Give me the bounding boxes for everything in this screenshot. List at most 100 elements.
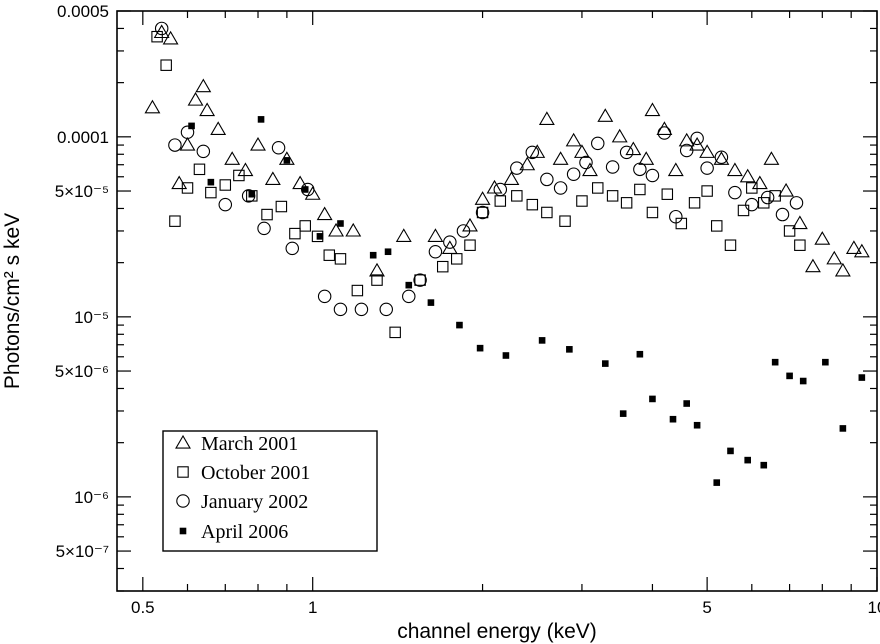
data-point [162, 30, 179, 45]
data-point [493, 182, 508, 197]
data-point [540, 172, 554, 187]
data-point [248, 190, 256, 198]
legend-marker [176, 494, 190, 508]
data-point [591, 136, 605, 151]
data-point [529, 144, 546, 158]
series-1 [151, 30, 806, 339]
data-point [285, 241, 300, 256]
data-point [566, 167, 581, 181]
data-point [151, 30, 163, 43]
data-point [475, 205, 490, 220]
data-point [233, 169, 245, 182]
data-point [414, 274, 426, 286]
data-point [257, 116, 265, 123]
data-point [538, 337, 546, 344]
data-point [502, 352, 510, 359]
data-point [737, 204, 750, 217]
data-point [299, 220, 311, 232]
data-point [745, 197, 759, 212]
data-point [713, 151, 730, 165]
data-point [636, 350, 644, 358]
data-point [775, 207, 790, 222]
data-point [413, 273, 427, 287]
data-point [441, 240, 458, 254]
series-2 [154, 21, 804, 317]
data-point [193, 163, 206, 176]
data-point [179, 136, 196, 151]
legend-marker [179, 527, 187, 535]
data-point [786, 372, 793, 380]
data-point [661, 188, 674, 200]
data-point [402, 289, 416, 304]
data-point [649, 395, 656, 403]
data-point [144, 99, 161, 114]
data-point [337, 220, 344, 227]
x-axis-title: channel energy (keV) [397, 620, 597, 643]
data-point [464, 239, 476, 251]
data-point [456, 321, 463, 329]
data-point [207, 178, 215, 186]
data-point [858, 374, 866, 381]
data-point [526, 198, 539, 211]
axis-tick-labels: 0.5 1 5 10 0.0005 0.0001 5×10⁻⁵ 10⁻⁵ 5×10⁻⁶ 10⁻⁶ 5… [55, 2, 880, 617]
series-0 [144, 24, 870, 277]
data-point [710, 220, 723, 232]
data-point [625, 141, 642, 156]
data-point [525, 145, 540, 160]
data-points [144, 21, 870, 486]
data-point [713, 479, 721, 486]
data-point [389, 326, 401, 339]
data-point [839, 425, 847, 432]
data-point [799, 377, 807, 385]
data-point [783, 225, 796, 237]
data-point [576, 195, 588, 207]
data-point [769, 190, 781, 202]
data-point [369, 251, 377, 259]
data-point [271, 140, 286, 155]
data-point [187, 91, 204, 106]
data-point [633, 162, 647, 177]
data-point [334, 253, 347, 265]
data-point [822, 358, 829, 366]
data-point [714, 150, 729, 165]
data-point [205, 186, 217, 199]
data-point [428, 244, 443, 259]
data-point [345, 222, 362, 237]
data-point [436, 260, 449, 273]
data-point [395, 228, 412, 242]
data-point [301, 186, 309, 193]
data-point [384, 248, 392, 256]
data-point [210, 121, 227, 135]
data-point [611, 128, 628, 143]
data-point [219, 179, 232, 191]
data-point [690, 131, 704, 146]
data-point [264, 171, 281, 186]
data-point [317, 289, 332, 304]
data-point [634, 183, 646, 196]
y-tick-label: 5×10⁻⁷ [56, 542, 109, 561]
x-tick-label: 10 [868, 598, 880, 617]
data-point [758, 197, 770, 209]
y-tick-label: 10⁻⁶ [74, 488, 109, 507]
data-point [727, 447, 734, 455]
axis-ticks [117, 10, 878, 592]
y-tick-label: 0.0005 [57, 2, 109, 21]
data-point [476, 206, 489, 219]
legend: March 2001 October 2001 January 2002 April … [162, 430, 378, 552]
data-point [804, 258, 821, 273]
data-point [826, 250, 843, 265]
x-tick-label: 1 [308, 598, 317, 617]
data-point [257, 221, 271, 236]
data-point [304, 186, 321, 200]
data-point [160, 59, 172, 71]
legend-label: March 2001 [201, 433, 298, 455]
data-point [744, 456, 751, 464]
data-point [778, 182, 795, 197]
data-point [181, 182, 194, 194]
data-point [354, 302, 369, 317]
x-tick-label: 5 [702, 598, 711, 617]
data-point [597, 108, 614, 122]
data-point [450, 253, 463, 265]
data-point [250, 136, 266, 151]
data-point [180, 125, 195, 140]
